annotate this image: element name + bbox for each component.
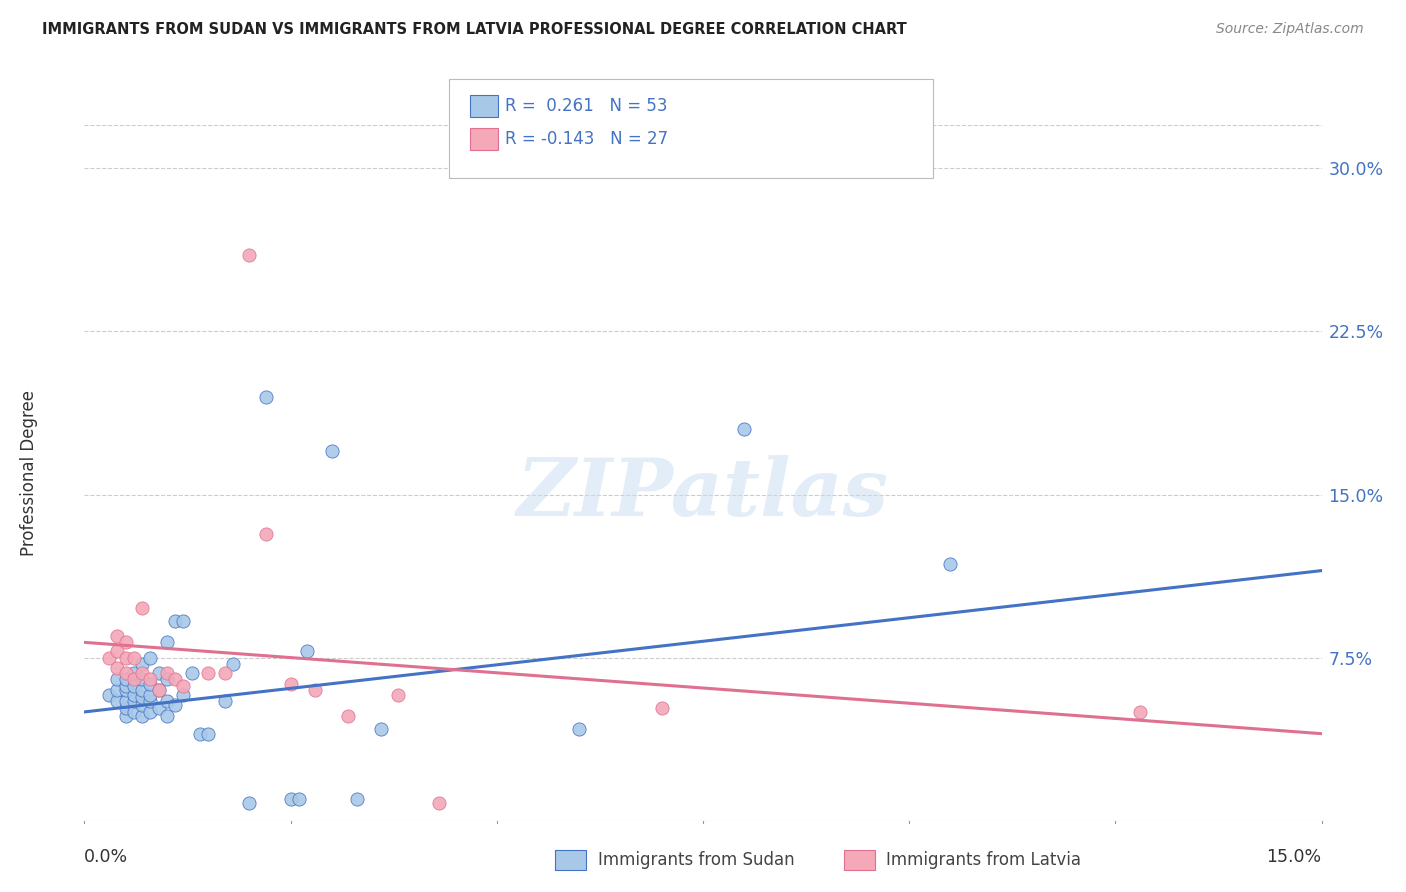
- Point: [148, 665, 170, 680]
- Point: [156, 665, 179, 680]
- Point: [105, 694, 128, 708]
- Point: [114, 673, 136, 687]
- Point: [1129, 705, 1152, 719]
- Point: [238, 796, 260, 810]
- Point: [222, 657, 245, 671]
- Point: [254, 390, 277, 404]
- Point: [122, 673, 145, 687]
- Point: [131, 673, 153, 687]
- Point: [346, 792, 368, 806]
- Point: [148, 683, 170, 698]
- Point: [280, 676, 302, 690]
- Point: [254, 526, 277, 541]
- Point: [733, 422, 755, 436]
- Point: [98, 650, 121, 665]
- Point: [165, 698, 187, 713]
- Point: [114, 683, 136, 698]
- Point: [139, 705, 162, 719]
- Point: [122, 694, 145, 708]
- Point: [427, 796, 450, 810]
- Point: [105, 629, 128, 643]
- Point: [156, 673, 179, 687]
- Point: [280, 792, 302, 806]
- Point: [214, 694, 236, 708]
- Point: [156, 694, 179, 708]
- Point: [105, 644, 128, 658]
- Text: Professional Degree: Professional Degree: [20, 390, 38, 556]
- Point: [131, 683, 153, 698]
- Point: [304, 683, 326, 698]
- Point: [370, 723, 392, 737]
- Point: [131, 657, 153, 671]
- Point: [131, 665, 153, 680]
- Point: [122, 665, 145, 680]
- Point: [197, 726, 219, 740]
- Text: ZIPatlas: ZIPatlas: [517, 455, 889, 533]
- Point: [139, 673, 162, 687]
- Point: [188, 726, 211, 740]
- Point: [131, 698, 153, 713]
- Point: [156, 635, 179, 649]
- Point: [98, 688, 121, 702]
- Point: [131, 709, 153, 723]
- Point: [139, 688, 162, 702]
- Text: Source: ZipAtlas.com: Source: ZipAtlas.com: [1216, 22, 1364, 37]
- Text: Immigrants from Sudan: Immigrants from Sudan: [598, 851, 794, 869]
- Point: [172, 679, 194, 693]
- Text: 15.0%: 15.0%: [1267, 848, 1322, 866]
- Point: [148, 700, 170, 714]
- Point: [114, 694, 136, 708]
- Point: [172, 614, 194, 628]
- Point: [105, 673, 128, 687]
- Text: IMMIGRANTS FROM SUDAN VS IMMIGRANTS FROM LATVIA PROFESSIONAL DEGREE CORRELATION : IMMIGRANTS FROM SUDAN VS IMMIGRANTS FROM…: [42, 22, 907, 37]
- Point: [165, 614, 187, 628]
- Point: [295, 644, 318, 658]
- Point: [114, 650, 136, 665]
- Point: [131, 600, 153, 615]
- Point: [321, 444, 343, 458]
- Point: [114, 635, 136, 649]
- Text: 0.0%: 0.0%: [84, 848, 128, 866]
- Point: [165, 673, 187, 687]
- Point: [122, 688, 145, 702]
- Point: [651, 700, 673, 714]
- Point: [139, 676, 162, 690]
- Point: [105, 661, 128, 675]
- Point: [131, 690, 153, 704]
- Point: [387, 688, 409, 702]
- Point: [114, 679, 136, 693]
- Point: [238, 248, 260, 262]
- Point: [114, 709, 136, 723]
- Point: [148, 683, 170, 698]
- Point: [180, 665, 202, 680]
- Point: [122, 679, 145, 693]
- Text: R = -0.143   N = 27: R = -0.143 N = 27: [505, 130, 668, 148]
- Point: [568, 723, 591, 737]
- Point: [214, 665, 236, 680]
- Point: [156, 709, 179, 723]
- Point: [288, 792, 311, 806]
- Point: [105, 683, 128, 698]
- Text: Immigrants from Latvia: Immigrants from Latvia: [886, 851, 1081, 869]
- Point: [197, 665, 219, 680]
- Point: [114, 700, 136, 714]
- Text: R =  0.261   N = 53: R = 0.261 N = 53: [505, 97, 668, 115]
- Point: [114, 665, 136, 680]
- Point: [337, 709, 360, 723]
- Point: [172, 688, 194, 702]
- Point: [139, 650, 162, 665]
- Point: [139, 694, 162, 708]
- Point: [122, 650, 145, 665]
- Point: [122, 705, 145, 719]
- Point: [939, 557, 962, 571]
